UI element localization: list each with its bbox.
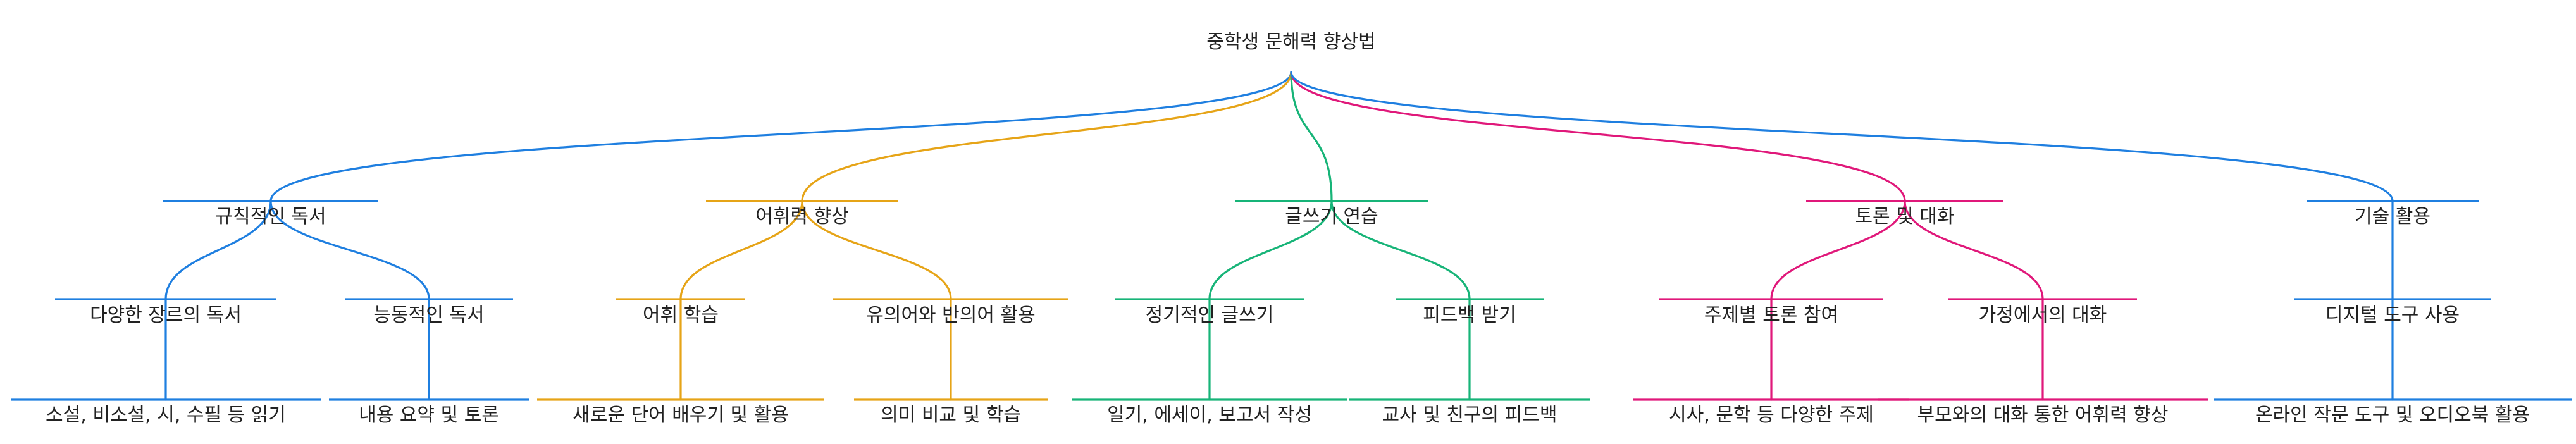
leaf-node-reading-1-0: 내용 요약 및 토론	[359, 404, 499, 426]
child-node-reading-0: 다양한 장르의 독서	[90, 304, 242, 326]
edge-reading-to-child-1	[269, 200, 430, 300]
edge-root-to-technology	[1290, 71, 2394, 202]
child-node-reading-1: 능동적인 독서	[373, 304, 484, 326]
leaf-node-writing-1-0: 교사 및 친구의 피드백	[1382, 404, 1557, 426]
leaf-node-writing-0-0: 일기, 에세이, 보고서 작성	[1107, 404, 1312, 426]
leaf-node-discussion-0-0: 시사, 문학 등 다양한 주제	[1669, 404, 1874, 426]
edge-writing-to-child-1	[1330, 200, 1471, 300]
edge-discussion-to-child-1	[1904, 200, 2044, 300]
root-node-label: 중학생 문해력 향상법	[1206, 31, 1375, 53]
edge-writing-to-child-0	[1208, 200, 1333, 300]
branch-node-reading: 규칙적인 독서	[215, 206, 326, 228]
leaf-node-vocabulary-0-0: 새로운 단어 배우기 및 활용	[573, 404, 789, 426]
leaf-node-technology-0-0: 온라인 작문 도구 및 오디오북 활용	[2255, 404, 2530, 426]
child-node-writing-0: 정기적인 글쓰기	[1146, 304, 1274, 326]
edge-vocabulary-to-child-1	[801, 200, 952, 300]
child-node-vocabulary-0: 어휘 학습	[643, 304, 719, 326]
leaf-node-reading-0-0: 소설, 비소설, 시, 수필 등 읽기	[46, 404, 286, 426]
branch-node-vocabulary: 어휘력 향상	[755, 206, 849, 228]
child-node-technology-0: 디지털 도구 사용	[2325, 304, 2460, 326]
edge-root-to-discussion	[1290, 71, 1906, 202]
leaf-node-discussion-1-0: 부모와의 대화 통한 어휘력 향상	[1917, 404, 2169, 426]
leaf-node-vocabulary-1-0: 의미 비교 및 학습	[881, 404, 1021, 426]
child-node-discussion-0: 주제별 토론 참여	[1704, 304, 1838, 326]
edges-layer	[164, 71, 2394, 401]
child-node-discussion-1: 가정에서의 대화	[1979, 304, 2107, 326]
edge-root-to-reading	[269, 71, 1292, 202]
edge-vocabulary-to-child-0	[679, 200, 803, 300]
edge-root-to-writing	[1290, 71, 1333, 202]
branch-node-technology: 기술 활용	[2355, 206, 2430, 228]
edge-root-to-vocabulary	[801, 71, 1292, 202]
child-node-writing-1: 피드백 받기	[1423, 304, 1516, 326]
edge-discussion-to-child-0	[1770, 200, 1906, 300]
branch-node-discussion: 토론 및 대화	[1855, 206, 1954, 228]
child-node-vocabulary-1: 유의어와 반의어 활용	[866, 304, 1035, 326]
edge-reading-to-child-0	[164, 200, 272, 300]
branch-node-writing: 글쓰기 연습	[1285, 206, 1378, 228]
